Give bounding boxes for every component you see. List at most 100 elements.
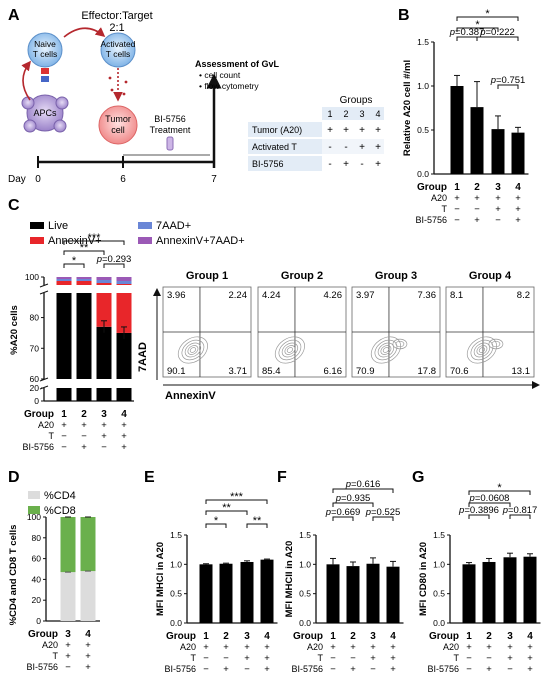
design-cell: 3 [370, 631, 376, 642]
bar-annexin [116, 293, 132, 333]
design-cell: + [527, 653, 533, 664]
tumor-label-1: Tumor [105, 114, 131, 124]
density-contour [286, 347, 294, 353]
groups-cell: + [375, 125, 381, 136]
groups-table-header: Groups [340, 95, 373, 106]
groups-cell: - [360, 159, 363, 170]
y-tick-label: 0.5 [170, 589, 182, 599]
design-cell: + [101, 431, 107, 442]
significance-bracket [468, 490, 531, 495]
design-cell: + [350, 664, 356, 675]
bar-7aad [56, 279, 72, 281]
design-cell: + [121, 420, 127, 431]
significance-label: p=0.0608 [469, 493, 510, 504]
bar-live [76, 388, 92, 401]
significance-bracket [205, 499, 268, 504]
density-contour [392, 338, 408, 350]
y-tick-label: 0.5 [433, 589, 445, 599]
groups-cell: + [375, 159, 381, 170]
significance-label: p=0.525 [365, 507, 401, 518]
bar [346, 566, 360, 623]
design-row-label: BI-5756 [164, 664, 196, 674]
design-row-label: BI-5756 [291, 664, 323, 674]
mhc-icon [41, 76, 49, 82]
legend-swatch [30, 222, 44, 229]
design-cell: + [390, 664, 396, 675]
panel-label-a: A [8, 7, 20, 24]
design-cell: + [507, 642, 513, 653]
design-cell: − [370, 664, 376, 675]
panel-label-e: E [144, 469, 155, 486]
activated-t-cell-icon [100, 32, 136, 68]
significance-bracket [246, 523, 268, 528]
timeline-tick-7: 7 [211, 174, 217, 185]
y-axis-label: MFI CD80 in A20 [418, 542, 429, 616]
design-row-label: Group [293, 631, 323, 642]
design-row-label: A20 [431, 193, 447, 203]
density-contour [177, 336, 208, 364]
treatment-label-1: BI-5756 [154, 114, 186, 124]
bar-7aad [76, 279, 92, 281]
significance-label: p=0.817 [502, 505, 538, 516]
design-row-label: T [454, 653, 460, 663]
bar [462, 564, 476, 623]
design-row-label: Group [28, 629, 58, 640]
significance-bracket [456, 16, 519, 21]
design-cell: − [203, 664, 209, 675]
quadrant-value-ur: 2.24 [229, 290, 248, 301]
y-tick-label: 80 [30, 313, 40, 323]
legend-label: AnnexinV+7AAD+ [156, 235, 245, 247]
design-cell: − [61, 431, 67, 442]
design-cell: + [495, 193, 501, 204]
quadrant-value-ll: 70.6 [450, 366, 469, 377]
significance-label: * [475, 19, 480, 31]
quadrant-value-ll: 70.9 [356, 366, 375, 377]
panel-label-f: F [277, 469, 287, 486]
density-contour [466, 336, 497, 364]
design-cell: + [61, 420, 67, 431]
significance-label: p=0.616 [345, 479, 381, 490]
significance-label: ** [222, 502, 231, 514]
design-cell: 1 [454, 182, 460, 193]
design-cell: + [81, 442, 87, 453]
assessment-item-flow: • flow cytometry [199, 81, 259, 91]
significance-bracket [509, 514, 531, 519]
design-cell: − [507, 664, 513, 675]
naive-t-cell-icon [27, 32, 63, 68]
quadrant-value-lr: 17.8 [418, 366, 437, 377]
density-contour [181, 339, 205, 361]
apc-icon [26, 94, 64, 132]
density-contour [395, 340, 405, 348]
design-cell: + [264, 642, 270, 653]
panel-label-c: C [8, 197, 20, 214]
design-cell: + [390, 653, 396, 664]
y-tick-label: 0.5 [299, 589, 311, 599]
significance-bracket [476, 36, 519, 41]
design-cell: − [330, 653, 336, 664]
significance-bracket [456, 27, 499, 32]
y-tick-label: 1.0 [170, 559, 182, 569]
groups-cell: + [343, 159, 349, 170]
density-contour [370, 336, 401, 364]
design-cell: + [515, 193, 521, 204]
design-row-label: Group [24, 409, 54, 420]
bar [366, 563, 380, 623]
density-contour [278, 339, 302, 361]
naive-label-2: T cells [33, 49, 57, 59]
groups-table: Groups 1 2 3 4 Tumor (A20) + + + + Activated … [248, 95, 384, 171]
design-cell: + [101, 420, 107, 431]
significance-label: ** [253, 515, 262, 527]
tcr-icon [41, 68, 49, 74]
y-axis-label: %A20 cells [9, 305, 20, 355]
y-axis-label: %CD4 and CD8 T cells [8, 525, 19, 626]
density-contour [478, 347, 486, 353]
axis-break [39, 283, 49, 288]
design-cell: + [370, 642, 376, 653]
y-tick-label: 60 [32, 554, 42, 564]
chart-d: 0 20 40 60 80 100%CD4 %CD8 %CD4 and CD8 T cells… [8, 490, 100, 673]
density-contour [380, 345, 392, 355]
design-cell: − [61, 442, 67, 453]
design-cell: + [85, 662, 91, 673]
